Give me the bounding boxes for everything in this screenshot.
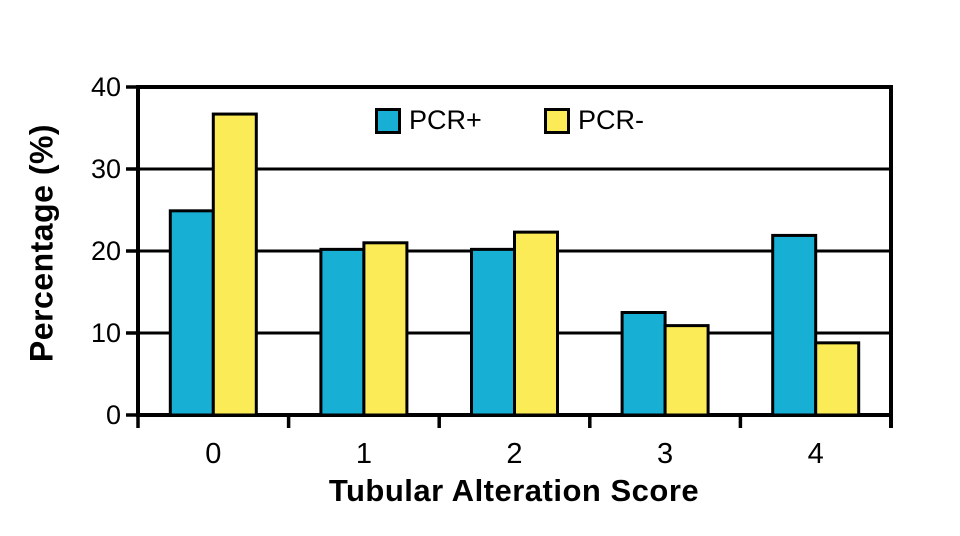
bar-pcr-positive-score-1 — [319, 247, 366, 417]
bar-pcr-negative-score-0 — [211, 112, 258, 417]
x-tick-label-2: 2 — [506, 438, 522, 470]
bar-pcr-negative-score-2 — [513, 230, 559, 417]
x-tick-label-4: 4 — [808, 438, 824, 470]
bar-pcr-positive-score-3 — [620, 311, 667, 417]
bar-pcr-negative-score-3 — [663, 324, 710, 417]
y-axis-title: Percentage (%) — [23, 123, 60, 363]
bar-pcr-positive-score-2 — [470, 247, 516, 417]
y-tick-label-10: 10 — [91, 318, 121, 348]
bar-pcr-negative-score-4 — [814, 341, 861, 417]
bar-pcr-positive-score-4 — [771, 233, 818, 417]
x-axis-title: Tubular Alteration Score — [328, 473, 700, 508]
y-tick-label-0: 0 — [106, 400, 121, 430]
pcr-positive-swatch-icon — [375, 107, 401, 134]
bar-pcr-negative-score-1 — [362, 241, 409, 417]
y-tick-label-40: 40 — [91, 72, 121, 102]
x-tick-label-1: 1 — [356, 438, 372, 470]
x-tick-label-0: 0 — [205, 438, 221, 470]
x-tick-label-3: 3 — [657, 438, 673, 470]
pcr-negative-swatch-icon — [544, 107, 570, 134]
y-tick-label-20: 20 — [91, 236, 121, 266]
bar-pcr-positive-score-0 — [168, 209, 215, 417]
y-tick-label-30: 30 — [91, 154, 121, 184]
legend-label-pcr-positive: PCR+ — [409, 105, 482, 135]
legend-item-pcr-negative: PCR- — [544, 107, 644, 134]
legend-label-pcr-negative: PCR- — [578, 105, 644, 135]
legend-item-pcr-positive: PCR+ — [375, 107, 482, 134]
